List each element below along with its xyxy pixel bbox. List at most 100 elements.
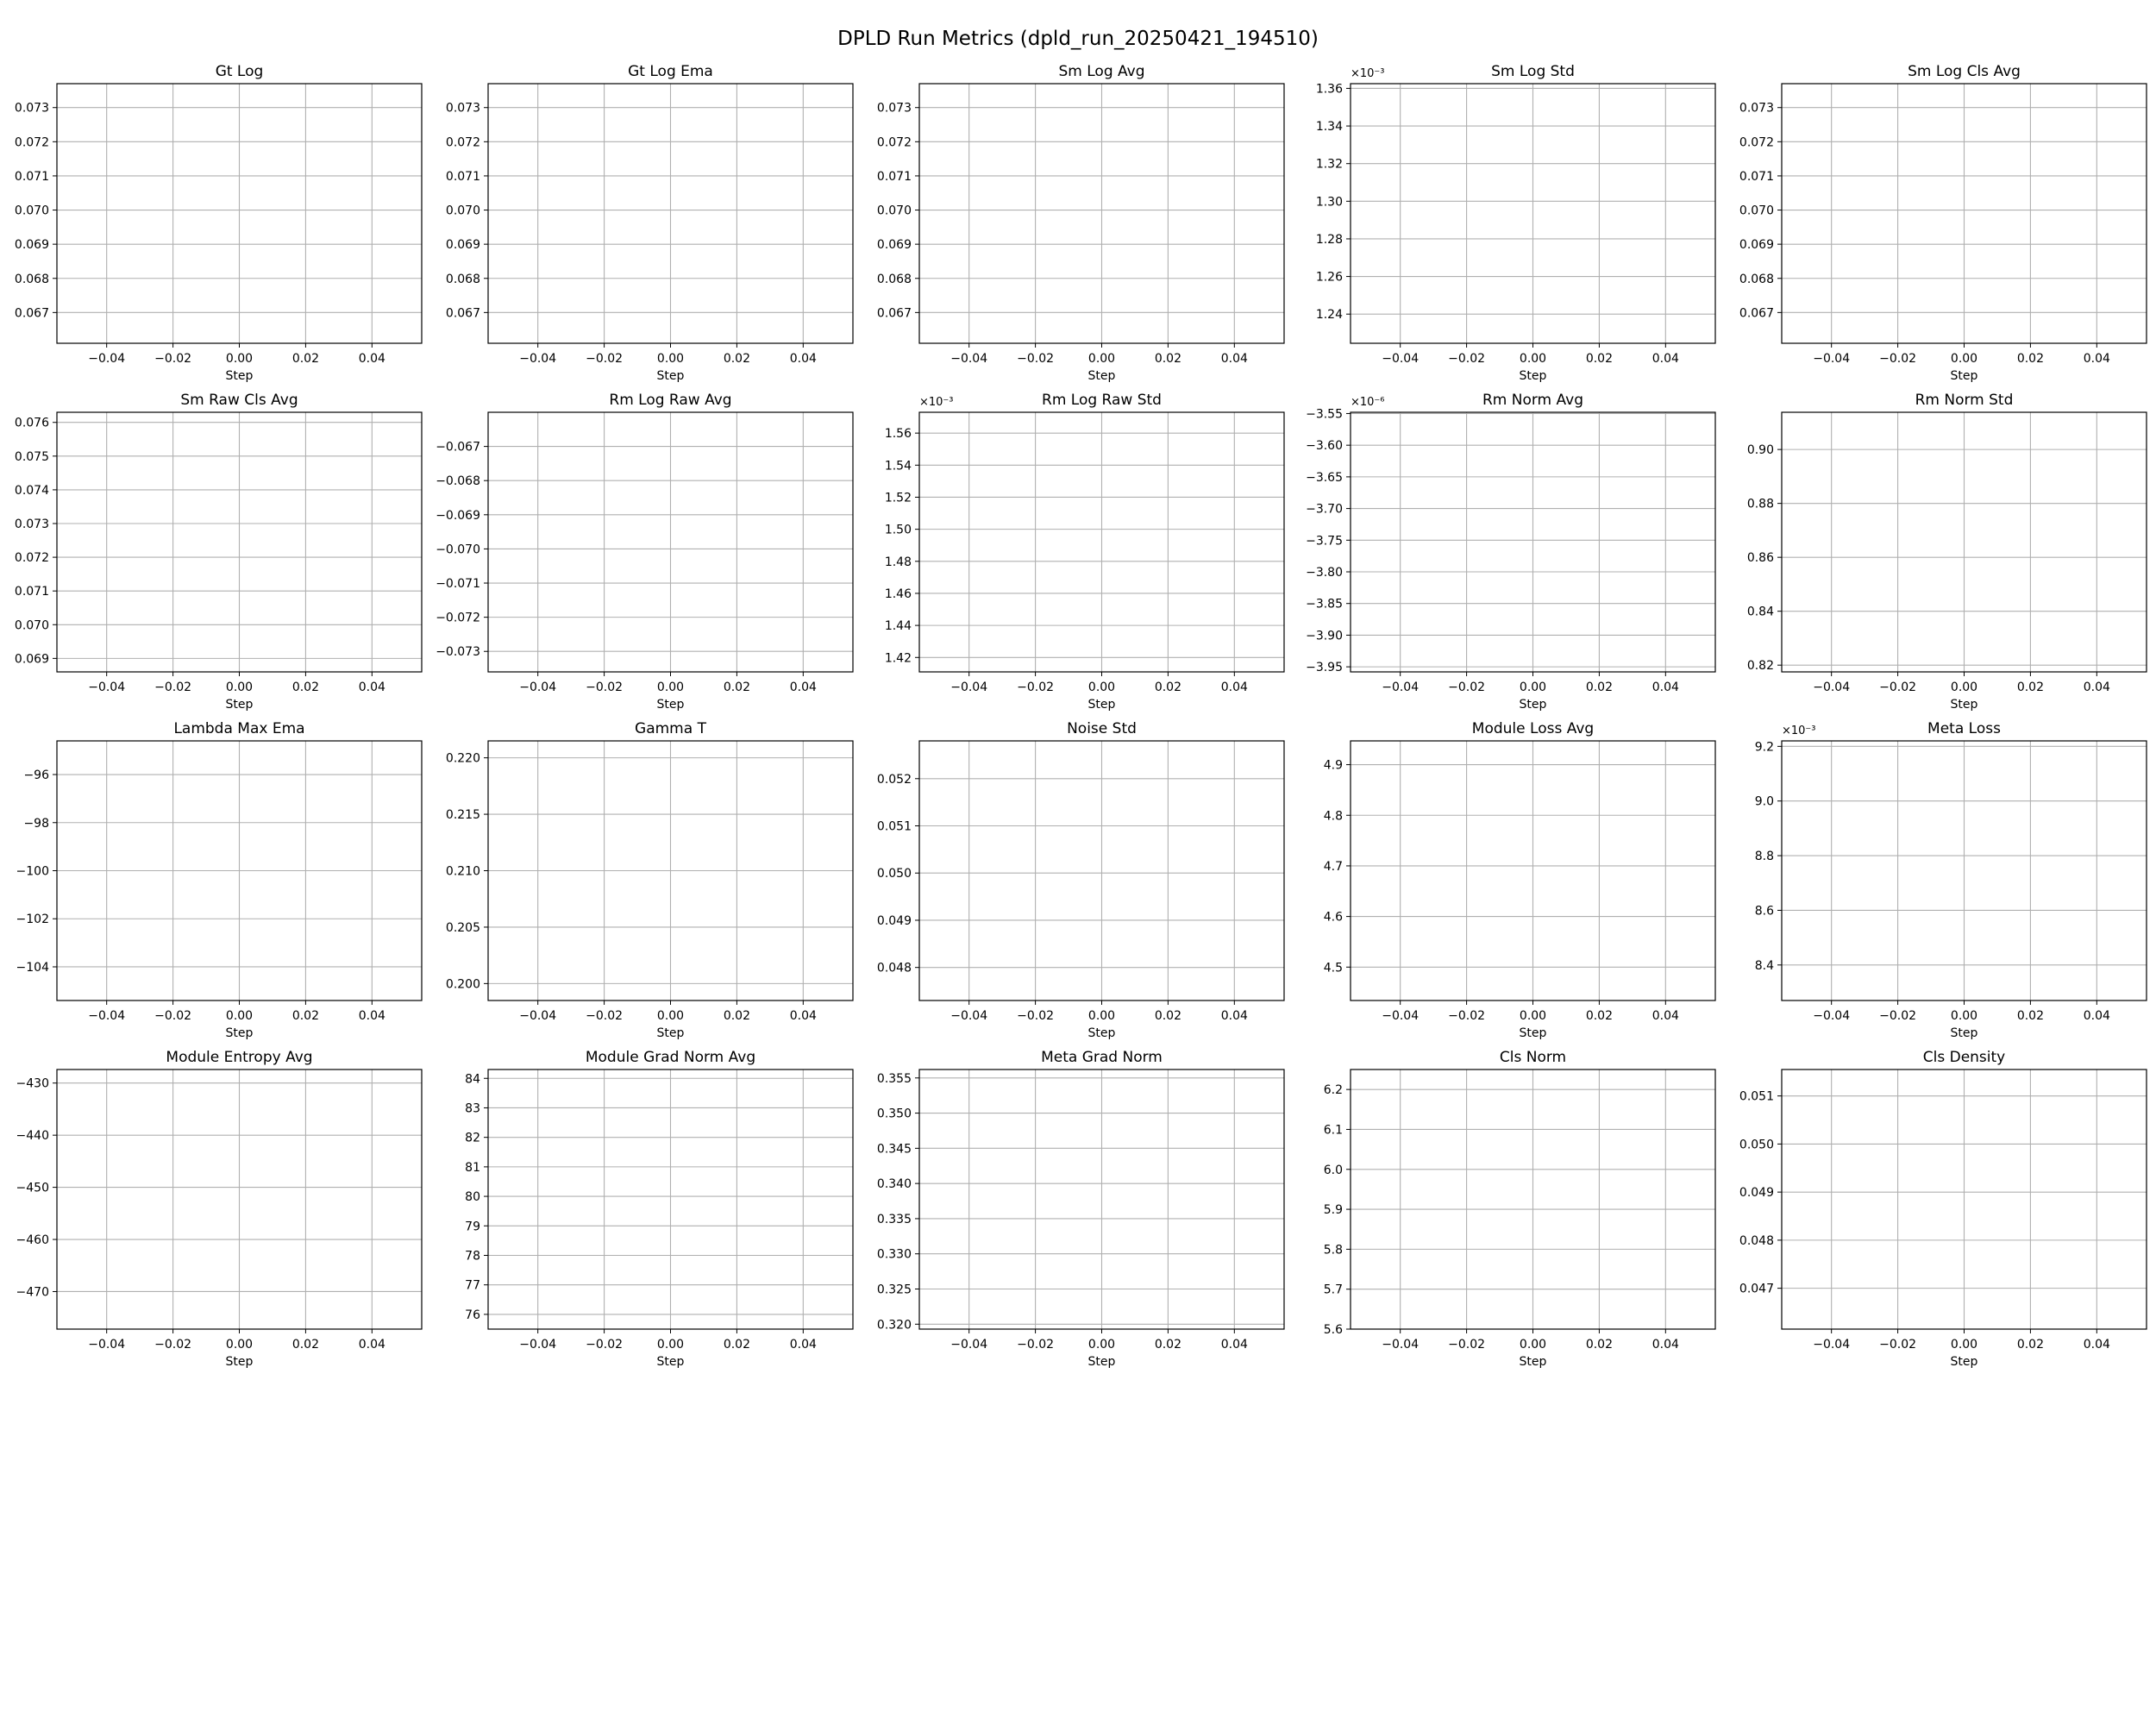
y-tick-label: −102 bbox=[16, 913, 49, 926]
subplot-title: Module Entropy Avg bbox=[166, 1049, 312, 1066]
y-tick-label: 0.073 bbox=[446, 102, 480, 116]
y-tick-label: 0.073 bbox=[15, 518, 49, 531]
x-axis-label: Step bbox=[1088, 1355, 1116, 1369]
y-tick-label: 83 bbox=[465, 1101, 480, 1115]
y-tick-label: 0.320 bbox=[877, 1318, 912, 1332]
chart-sm-log-avg: Sm Log Avg −0.04 −0.02 0.00 0.02 0.04 0.067 0.0… bbox=[877, 63, 1285, 383]
y-tick-label: 0.070 bbox=[15, 618, 49, 632]
y-tick-label: 0.073 bbox=[877, 102, 912, 116]
x-tick-label: 0.02 bbox=[1155, 1338, 1181, 1352]
y-tick-label: 1.32 bbox=[1316, 158, 1343, 172]
y-tick-label: 84 bbox=[465, 1072, 480, 1086]
subplot-noise-std: Noise Std −0.04 −0.02 0.00 0.02 0.04 0.048 0.04… bbox=[862, 711, 1294, 1040]
chart-rm-log-raw-avg: Rm Log Raw Avg −0.04 −0.02 0.00 0.02 0.04 −0.0… bbox=[436, 392, 854, 712]
x-tick-label: −0.02 bbox=[586, 1338, 623, 1352]
y-tick-label: 0.335 bbox=[877, 1213, 912, 1226]
y-tick-label: 0.88 bbox=[1747, 498, 1774, 511]
subplot-meta-loss: Meta Loss ×10⁻³ −0.04 −0.02 0.00 0.02 0.04 8.4 8… bbox=[1725, 711, 2156, 1040]
subplot-module-grad-norm-avg: Module Grad Norm Avg −0.04 −0.02 0.00 0.02 0.… bbox=[431, 1039, 862, 1369]
y-tick-label: 79 bbox=[465, 1220, 480, 1233]
chart-meta-grad-norm: Meta Grad Norm −0.04 −0.02 0.00 0.02 0.04 0.32… bbox=[877, 1049, 1285, 1369]
y-offset-label: ×10⁻⁶ bbox=[1351, 396, 1385, 409]
y-tick-label: 1.30 bbox=[1316, 195, 1343, 209]
chart-gamma-t: Gamma T −0.04 −0.02 0.00 0.02 0.04 0.200 0.205 0… bbox=[446, 720, 854, 1040]
x-tick-label: 0.00 bbox=[226, 1338, 253, 1352]
x-axis-label: Step bbox=[226, 1026, 254, 1040]
y-tick-label: −3.60 bbox=[1306, 439, 1343, 453]
y-tick-label: −0.070 bbox=[436, 543, 480, 556]
y-tick-label: 1.54 bbox=[885, 459, 912, 473]
subplot-rm-norm-std: Rm Norm Std −0.04 −0.02 0.00 0.02 0.04 0.82 0.8… bbox=[1725, 382, 2156, 712]
axes-frame bbox=[918, 83, 1285, 344]
chart-rm-norm-std: Rm Norm Std −0.04 −0.02 0.00 0.02 0.04 0.82 0.8… bbox=[1747, 392, 2147, 712]
y-tick-label: 0.071 bbox=[446, 170, 480, 184]
y-tick-label: 1.36 bbox=[1316, 82, 1343, 96]
axes-frame bbox=[56, 83, 423, 344]
y-tick-label: 0.90 bbox=[1747, 443, 1774, 457]
x-axis-label: Step bbox=[226, 1355, 254, 1369]
subplot-title: Cls Norm bbox=[1500, 1049, 1566, 1066]
y-tick-label: 0.068 bbox=[1739, 273, 1774, 286]
x-tick-label: 0.02 bbox=[1155, 681, 1181, 694]
y-tick-label: 6.2 bbox=[1324, 1083, 1343, 1097]
axes-frame bbox=[1781, 411, 2147, 673]
y-tick-label: 0.074 bbox=[15, 484, 49, 498]
subplot-title: Gamma T bbox=[635, 720, 707, 737]
y-tick-label: 0.067 bbox=[15, 306, 49, 320]
x-tick-label: −0.04 bbox=[950, 1009, 987, 1023]
x-tick-label: 0.00 bbox=[1088, 1338, 1115, 1352]
subplot-rm-log-raw-std: Rm Log Raw Std ×10⁻³ −0.04 −0.02 0.00 0.02 0.0… bbox=[862, 382, 1294, 712]
x-tick-label: 0.00 bbox=[1951, 1009, 1977, 1023]
y-tick-label: 6.0 bbox=[1324, 1164, 1343, 1177]
y-offset-label: ×10⁻³ bbox=[919, 396, 954, 409]
x-tick-label: −0.04 bbox=[519, 1338, 556, 1352]
chart-sm-log-cls-avg: Sm Log Cls Avg −0.04 −0.02 0.00 0.02 0.04 0.06… bbox=[1739, 63, 2147, 383]
x-tick-label: 0.04 bbox=[1221, 352, 1248, 366]
y-tick-label: 0.210 bbox=[446, 865, 480, 879]
y-tick-label: 78 bbox=[465, 1249, 480, 1263]
y-tick-label: −450 bbox=[16, 1182, 49, 1195]
subplot-title: Gt Log Ema bbox=[628, 63, 713, 80]
x-axis-label: Step bbox=[226, 369, 254, 383]
x-tick-label: 0.04 bbox=[1221, 681, 1248, 694]
y-tick-label: 0.072 bbox=[877, 135, 912, 149]
y-tick-label: 4.9 bbox=[1324, 759, 1343, 773]
y-tick-label: 0.071 bbox=[1739, 170, 1774, 184]
x-tick-label: 0.02 bbox=[1586, 1338, 1613, 1352]
x-tick-label: 0.04 bbox=[790, 681, 817, 694]
x-tick-label: −0.02 bbox=[154, 681, 191, 694]
subplot-title: Gt Log bbox=[216, 63, 264, 80]
y-tick-label: 0.070 bbox=[446, 204, 480, 218]
y-tick-label: 1.24 bbox=[1316, 308, 1343, 322]
y-tick-label: 0.049 bbox=[1739, 1186, 1774, 1200]
y-tick-label: 5.8 bbox=[1324, 1243, 1343, 1257]
x-tick-label: 0.02 bbox=[724, 681, 750, 694]
axes-frame bbox=[487, 1069, 854, 1330]
x-tick-label: 0.02 bbox=[2017, 1009, 2044, 1023]
x-tick-label: 0.00 bbox=[1520, 352, 1546, 366]
x-tick-label: 0.02 bbox=[2017, 1338, 2044, 1352]
subplot-module-entropy-avg: Module Entropy Avg −0.04 −0.02 0.00 0.02 0.04… bbox=[0, 1039, 431, 1369]
x-axis-label: Step bbox=[657, 1355, 685, 1369]
y-tick-label: 0.072 bbox=[1739, 135, 1774, 149]
y-tick-label: 0.068 bbox=[15, 273, 49, 286]
x-tick-label: 0.04 bbox=[359, 1338, 385, 1352]
y-tick-label: 0.84 bbox=[1747, 605, 1774, 619]
y-tick-label: −440 bbox=[16, 1129, 49, 1143]
x-tick-label: −0.02 bbox=[1448, 1338, 1485, 1352]
x-tick-label: 0.04 bbox=[359, 352, 385, 366]
y-tick-label: 0.069 bbox=[446, 238, 480, 252]
x-axis-label: Step bbox=[1520, 1355, 1547, 1369]
x-tick-label: −0.02 bbox=[154, 1338, 191, 1352]
y-tick-label: −3.55 bbox=[1306, 407, 1343, 421]
subplot-title: Meta Loss bbox=[1927, 720, 2001, 737]
axes-frame bbox=[918, 411, 1285, 673]
y-tick-label: 1.28 bbox=[1316, 233, 1343, 247]
x-tick-label: 0.00 bbox=[1520, 681, 1546, 694]
subplot-title: Noise Std bbox=[1067, 720, 1137, 737]
x-tick-label: −0.02 bbox=[1448, 1009, 1485, 1023]
y-tick-label: 0.200 bbox=[446, 977, 480, 991]
x-axis-label: Step bbox=[1088, 1026, 1116, 1040]
y-tick-label: 0.073 bbox=[1739, 102, 1774, 116]
x-tick-label: −0.04 bbox=[950, 681, 987, 694]
